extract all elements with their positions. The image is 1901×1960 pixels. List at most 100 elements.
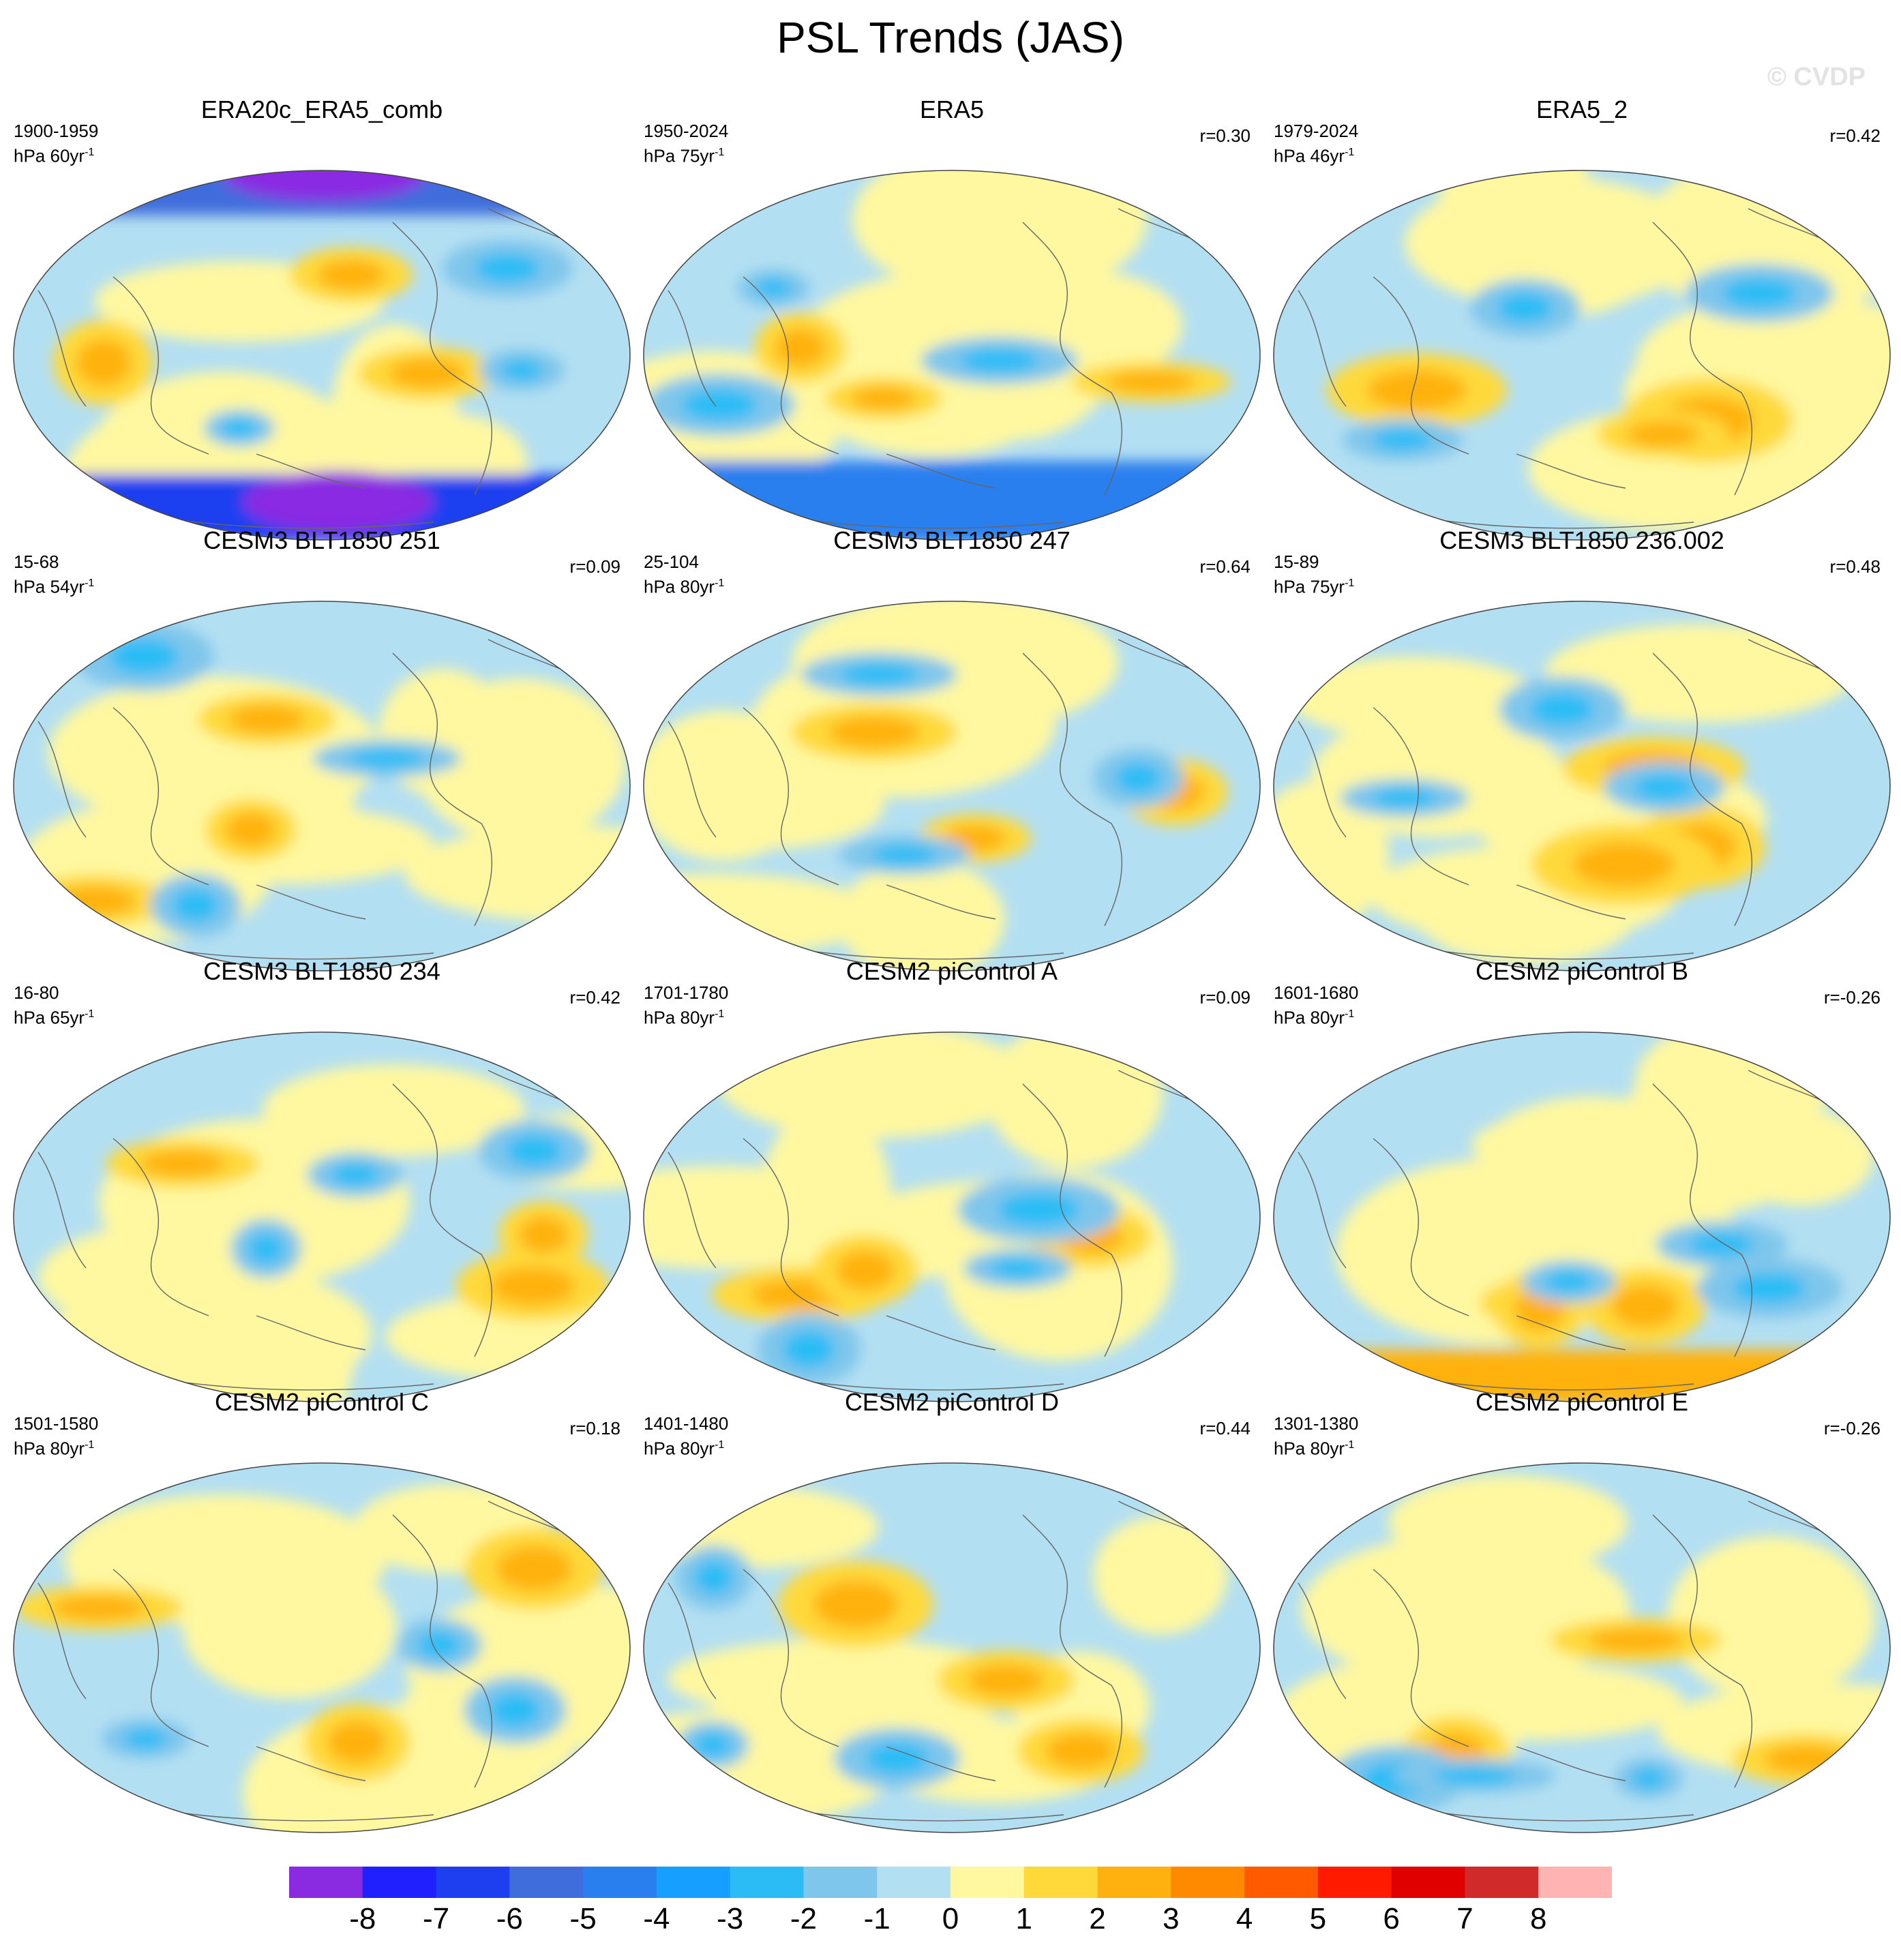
- coastline: [38, 721, 87, 838]
- colorbar-tick-label: -5: [569, 1902, 597, 1935]
- panel-title: CESM2 piControl C: [214, 1388, 430, 1416]
- colorbar-tick-label: 7: [1456, 1902, 1473, 1935]
- negative-core: [1116, 764, 1161, 794]
- positive-region: [1545, 624, 1855, 723]
- coastline: [886, 453, 996, 489]
- colorbar: [289, 1867, 1612, 1898]
- negative-core: [349, 749, 424, 768]
- period-range: 15-68: [14, 552, 59, 572]
- positive-region: [1092, 1516, 1228, 1635]
- panel-period: 1401-1480 hPa 80yr-1: [644, 1413, 728, 1460]
- negative-core: [681, 389, 758, 421]
- coastline: [1652, 1083, 1752, 1357]
- positive-core: [775, 328, 826, 367]
- panel-title: ERA5: [919, 95, 985, 123]
- panel-correlation: r=0.30: [1199, 125, 1251, 146]
- map-border: [643, 1031, 1261, 1402]
- panel-correlation: r=-0.26: [1823, 987, 1881, 1008]
- positive-region: [1419, 1620, 1559, 1742]
- positive-core: [225, 813, 276, 847]
- period-range: 1900-1959: [14, 121, 99, 141]
- coastline: [256, 884, 366, 920]
- panel-period: 1950-2024 hPa 75yr-1: [644, 120, 728, 167]
- coastline: [886, 1315, 996, 1351]
- positive-core: [490, 1267, 575, 1306]
- map-panel: CESM2 piControl D 1401-1480 hPa 80yr-1 r=0.…: [637, 1388, 1267, 1833]
- positive-core: [828, 716, 920, 749]
- coastline: [668, 721, 717, 838]
- positive-region: [644, 1487, 879, 1568]
- trend-units: hPa 80yr-1: [644, 1438, 725, 1459]
- map-panel: CESM3 BLT1850 234 16-80 hPa 65yr-1 r=0.42: [7, 957, 637, 1402]
- map-field: [13, 170, 631, 541]
- positive-core: [52, 1595, 145, 1620]
- coastline: [1373, 707, 1469, 886]
- map-field: [643, 601, 1261, 971]
- colorbar-tick-label: 8: [1529, 1902, 1547, 1935]
- positive-region: [668, 1639, 1017, 1719]
- negative-core: [1372, 429, 1433, 451]
- map-field: [13, 601, 631, 971]
- chart-title: PSL Trends (JAS): [777, 13, 1124, 62]
- negative-core: [755, 278, 792, 298]
- coastline: [1373, 1138, 1469, 1316]
- positive-region: [182, 1556, 397, 1699]
- period-range: 1501-1580: [14, 1413, 99, 1434]
- colorbar-tick-label: 1: [1015, 1902, 1033, 1935]
- panel-correlation: r=0.09: [1199, 987, 1251, 1008]
- coastline: [1298, 290, 1347, 407]
- colorbar-swatch: [877, 1867, 951, 1898]
- negative-core: [173, 889, 219, 922]
- colorbar-tick-label: 6: [1383, 1902, 1400, 1935]
- positive-core: [851, 387, 916, 410]
- positive-core: [518, 1216, 569, 1254]
- period-range: 15-89: [1274, 552, 1319, 572]
- period-range: 16-80: [14, 982, 59, 1003]
- map-border: [13, 1462, 631, 1833]
- negative-core: [475, 254, 540, 283]
- map-field: [1273, 601, 1891, 971]
- coastline: [113, 1138, 209, 1316]
- panel-correlation: r=0.42: [1829, 125, 1881, 146]
- colorbar-swatch: [730, 1867, 804, 1898]
- negative-core: [1530, 693, 1594, 725]
- positive-region: [649, 759, 885, 849]
- panel-title: CESM3 BLT1850 236.002: [1439, 526, 1724, 554]
- negative-core: [1722, 278, 1797, 308]
- trend-units: hPa 60yr-1: [14, 145, 95, 166]
- negative-core: [221, 419, 257, 438]
- coastline: [392, 222, 492, 496]
- coastline: [1652, 652, 1752, 926]
- panel-correlation: r=0.18: [569, 1418, 620, 1438]
- map-border: [13, 1031, 631, 1402]
- coastline: [1022, 222, 1122, 496]
- negative-core: [243, 471, 434, 532]
- positive-core: [1611, 1285, 1679, 1328]
- positive-core: [317, 259, 385, 290]
- panel-correlation: r=0.64: [1199, 556, 1251, 577]
- colorbar-swatch: [950, 1867, 1025, 1898]
- negative-core: [1634, 774, 1695, 800]
- panel-period: 16-80 hPa 65yr-1: [14, 982, 94, 1029]
- map-panel: CESM2 piControl B 1601-1680 hPa 80yr-1 r=-0…: [1267, 957, 1897, 1402]
- period-range: 1950-2024: [644, 121, 729, 141]
- map-border: [643, 1462, 1261, 1833]
- coastline: [113, 707, 209, 886]
- map-panel: ERA5 1950-2024 hPa 75yr-1 r=0.30: [637, 95, 1267, 541]
- colorbar-swatch: [1097, 1867, 1171, 1898]
- colorbar-swatch: [362, 1867, 437, 1898]
- negative-core: [959, 348, 1039, 373]
- coastline: [743, 707, 839, 886]
- positive-core: [968, 1663, 1044, 1698]
- coastline: [392, 1083, 492, 1357]
- panel-title: CESM2 piControl B: [1475, 957, 1689, 985]
- period-range: 1701-1780: [644, 982, 729, 1003]
- negative-core: [222, 170, 427, 202]
- colorbar-tick-label: -2: [790, 1902, 817, 1935]
- coastline: [743, 276, 839, 455]
- colorbar-tick-label: 5: [1309, 1902, 1327, 1935]
- negative-core: [1632, 1768, 1666, 1789]
- negative-core: [1372, 788, 1437, 808]
- trend-units: hPa 75yr-1: [644, 145, 725, 166]
- map-field: [643, 170, 1261, 541]
